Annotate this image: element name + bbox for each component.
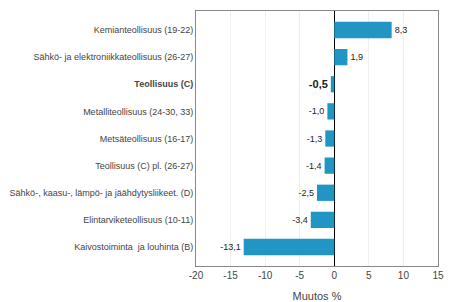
svg-text:-13,1: -13,1 — [220, 242, 241, 252]
svg-text:Metsäteollisuus (16-17): Metsäteollisuus (16-17) — [100, 134, 194, 144]
svg-text:-10: -10 — [258, 270, 273, 281]
svg-text:Teollisuus (C) pl. (26-27): Teollisuus (C) pl. (26-27) — [95, 161, 193, 171]
svg-text:-1,0: -1,0 — [309, 106, 325, 116]
svg-text:-15: -15 — [223, 270, 238, 281]
svg-text:10: 10 — [398, 270, 410, 281]
svg-text:-1,3: -1,3 — [307, 134, 323, 144]
svg-text:Sähkö- ja elektroniikkateollis: Sähkö- ja elektroniikkateollisuus (26-27… — [34, 52, 194, 62]
svg-text:Sähkö-, kaasu-, lämpö- ja jääh: Sähkö-, kaasu-, lämpö- ja jäähdytysliike… — [10, 188, 194, 198]
svg-text:Muutos %: Muutos % — [293, 290, 342, 302]
svg-text:1,9: 1,9 — [350, 52, 363, 62]
svg-text:-0,5: -0,5 — [309, 78, 328, 90]
svg-text:0: 0 — [332, 270, 338, 281]
svg-text:-1,4: -1,4 — [306, 161, 322, 171]
svg-text:-20: -20 — [189, 270, 204, 281]
svg-text:8,3: 8,3 — [395, 25, 408, 35]
svg-text:-2,5: -2,5 — [298, 188, 314, 198]
svg-text:Kemianteollisuus (19-22): Kemianteollisuus (19-22) — [94, 25, 194, 35]
svg-text:Kaivostoiminta ja louhinta (B: Kaivostoiminta ja louhinta (B) — [74, 242, 193, 252]
svg-text:-3,4: -3,4 — [292, 215, 308, 225]
svg-text:Elintarviketeollisuus (10-11): Elintarviketeollisuus (10-11) — [83, 215, 193, 225]
svg-text:Teollisuus (C): Teollisuus (C) — [134, 79, 193, 89]
svg-text:15: 15 — [432, 270, 444, 281]
svg-text:Metalliteollisuus (24-30, 33): Metalliteollisuus (24-30, 33) — [83, 107, 193, 117]
svg-text:-5: -5 — [295, 270, 304, 281]
svg-text:5: 5 — [366, 270, 372, 281]
